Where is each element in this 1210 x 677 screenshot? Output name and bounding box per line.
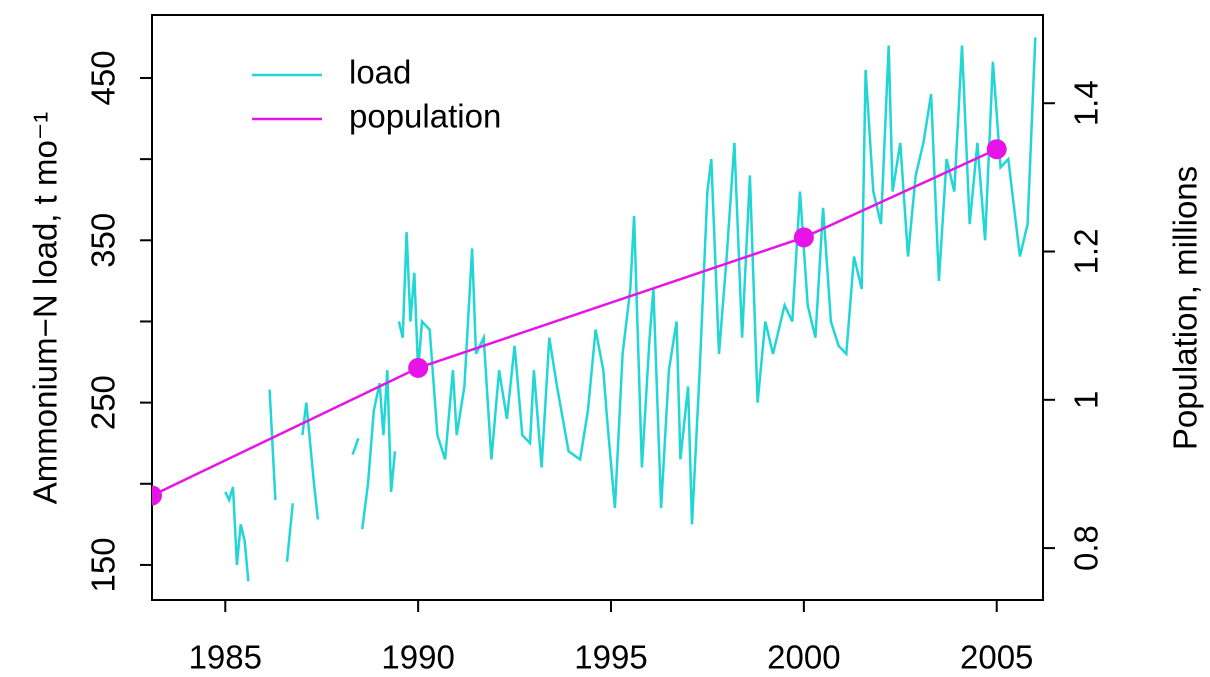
population-point: [986, 139, 1007, 160]
population-point: [152, 485, 162, 506]
plot-area: [152, 37, 1037, 582]
y2-tick-label: 1: [1068, 391, 1105, 409]
legend-label: population: [349, 98, 501, 135]
y2-axis-label: Population, millions: [1167, 166, 1204, 450]
y-axis-label: Ammonium−N load, t mo⁻¹: [27, 112, 64, 504]
population-point: [408, 357, 429, 378]
x-tick-label: 1990: [381, 639, 454, 676]
series-line: [152, 148, 998, 497]
plot-frame: [151, 14, 1044, 601]
y-tick-label: 350: [85, 213, 122, 268]
y2-tick-label: 1.2: [1068, 229, 1105, 275]
x-tick-label: 2005: [960, 639, 1033, 676]
y2-tick-label: 1.4: [1068, 80, 1105, 126]
x-tick-label: 2000: [767, 639, 840, 676]
y-tick-label: 250: [85, 375, 122, 430]
y2-tick-label: 0.8: [1068, 525, 1105, 571]
x-tick-label: 1995: [574, 639, 647, 676]
legend-label: load: [349, 54, 411, 91]
y-tick-label: 150: [85, 537, 122, 592]
x-tick-label: 1985: [189, 639, 262, 676]
series-line: [224, 37, 1037, 582]
population-point: [793, 227, 814, 248]
y-tick-label: 450: [85, 50, 122, 105]
